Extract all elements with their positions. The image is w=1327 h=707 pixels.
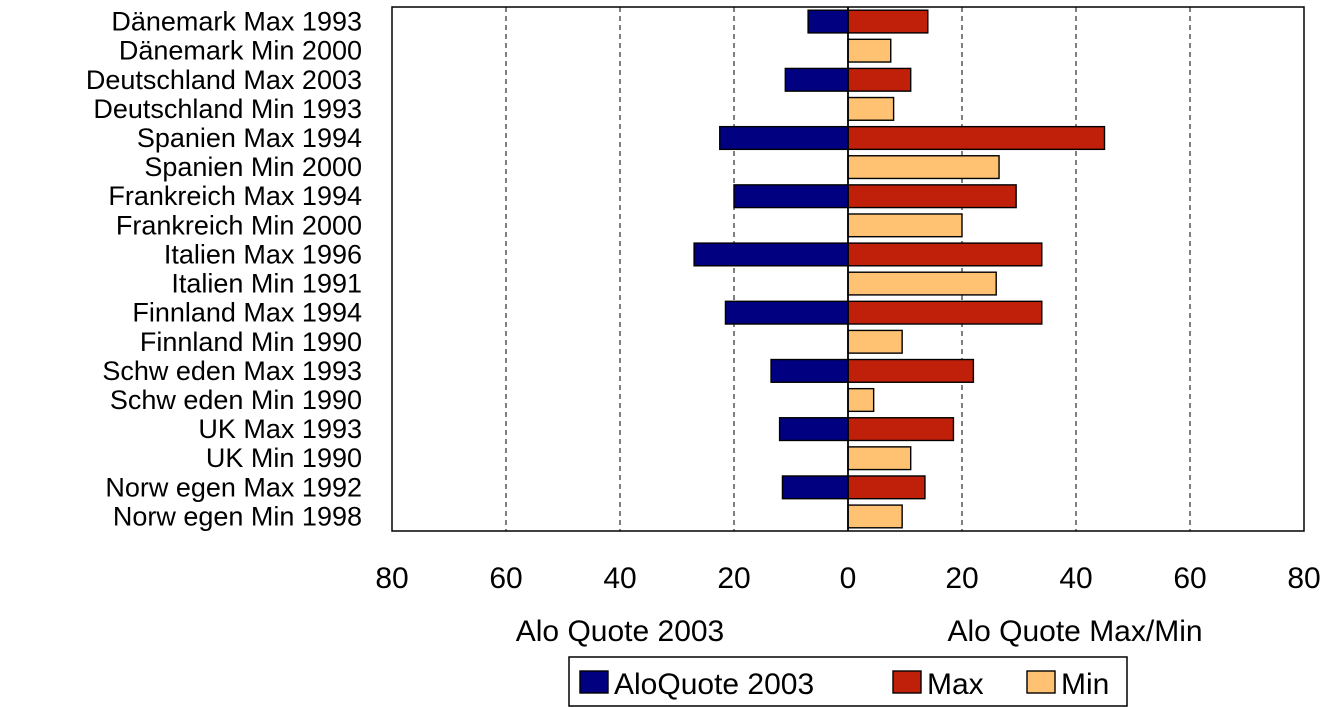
category-label: UK Max 1993	[198, 414, 362, 444]
category-label: UK Min 1990	[206, 443, 362, 473]
bar	[847, 38, 892, 63]
x-tick-label: 60	[489, 562, 522, 595]
category-label: Dänemark Max 1993	[111, 7, 362, 37]
category-label: Norw egen Max 1992	[105, 472, 362, 502]
legend-swatch	[892, 670, 922, 694]
x-tick-label: 80	[375, 562, 408, 595]
bar	[847, 475, 926, 500]
bar	[847, 242, 1043, 267]
category-label: Frankreich Max 1994	[108, 181, 362, 211]
bar	[847, 125, 1106, 151]
category-label: Norw egen Min 1998	[113, 501, 362, 531]
bar	[770, 358, 849, 383]
bar	[719, 125, 849, 151]
bar	[724, 300, 849, 325]
bar	[847, 358, 975, 383]
bar	[847, 417, 955, 442]
bar	[847, 387, 875, 413]
bar	[847, 446, 912, 471]
category-label: Frankreich Min 2000	[116, 210, 362, 240]
bar	[733, 184, 849, 209]
x-axis-label-right: Alo Quote Max/Min	[947, 615, 1202, 648]
bar	[847, 96, 895, 121]
bar	[781, 475, 849, 500]
legend-label: AloQuote 2003	[614, 668, 814, 701]
category-label: Schw eden Max 1993	[102, 356, 362, 386]
bar	[807, 9, 849, 34]
legend-label: Max	[927, 668, 984, 701]
bar	[847, 329, 903, 354]
x-tick-label: 0	[840, 562, 857, 595]
bar	[693, 242, 849, 267]
x-tick-label: 20	[945, 562, 978, 595]
x-tick-label: 40	[603, 562, 636, 595]
legend: AloQuote 2003 Max Min	[568, 656, 1128, 707]
legend-swatch	[1026, 670, 1056, 694]
bar	[847, 504, 903, 529]
x-tick-labels: 80 60 40 20 0 20 40 60 80	[375, 562, 1320, 595]
bar	[784, 67, 849, 92]
plot-area-border	[391, 6, 1305, 532]
bar	[847, 155, 1000, 180]
bar	[847, 300, 1043, 325]
x-tick-label: 40	[1059, 562, 1092, 595]
category-label: Italien Min 1991	[171, 269, 362, 299]
category-label: Dänemark Min 2000	[119, 36, 362, 66]
category-label: Deutschland Min 1993	[93, 94, 362, 124]
x-tick-label: 60	[1173, 562, 1206, 595]
x-axis-label-left: Alo Quote 2003	[516, 615, 725, 648]
legend-label: Min	[1061, 668, 1109, 701]
grid-lines	[505, 7, 1191, 531]
category-label: Finnland Min 1990	[140, 327, 362, 357]
category-label: Italien Max 1996	[164, 239, 362, 269]
category-label: Schw eden Min 1990	[110, 385, 362, 415]
x-tick-label: 20	[717, 562, 750, 595]
bars	[693, 9, 1106, 529]
category-label: Spanien Min 2000	[144, 152, 362, 182]
category-label: Finnland Max 1994	[132, 298, 362, 328]
bar	[847, 9, 929, 34]
category-label: Spanien Max 1994	[137, 123, 362, 153]
x-tick-label: 80	[1287, 562, 1320, 595]
bar	[778, 417, 849, 442]
category-label: Deutschland Max 2003	[86, 65, 362, 95]
bar	[847, 184, 1017, 209]
bar	[847, 67, 912, 92]
bar	[847, 213, 963, 238]
bar	[847, 271, 997, 296]
legend-swatch	[579, 670, 609, 694]
